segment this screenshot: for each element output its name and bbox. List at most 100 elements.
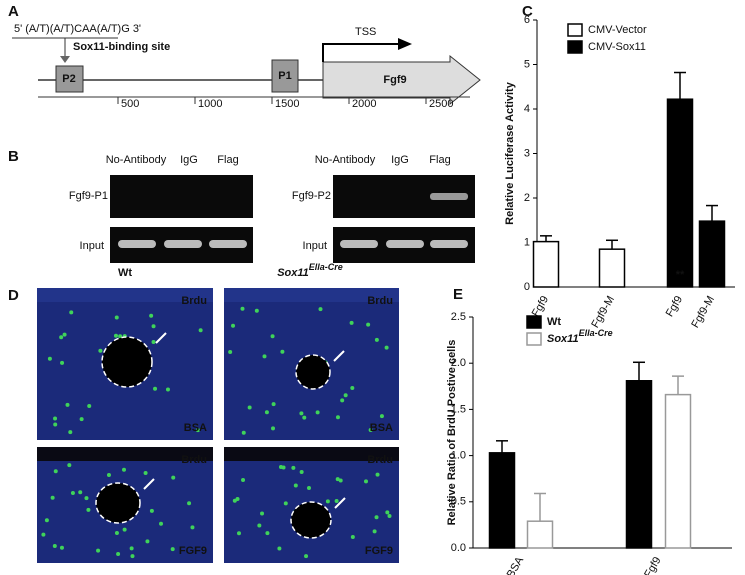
lane-label: Flag [429,154,450,166]
tissue-edge [37,288,213,302]
brdu-cell [363,479,368,484]
row-label: Fgf9-P1 [69,190,108,202]
brdu-cell [299,411,304,416]
brdu-cell [254,308,259,313]
promoter-label: P2 [62,73,75,85]
brdu-cell [187,501,192,506]
brdu-cell [281,465,286,470]
x-tick-label: Fgf9-M [689,294,717,330]
tss-arrow [322,43,400,62]
brdu-cell [375,472,380,477]
brdu-cell [232,498,237,503]
brdu-cell [67,463,72,468]
brdu-cell [338,478,343,483]
tss-label: TSS [355,26,376,38]
brdu-cell [368,427,373,432]
y-tick-label: 0.5 [451,496,466,508]
y-tick-label: 5 [524,58,530,70]
brdu-cell [86,507,91,512]
brdu-cell [379,414,384,419]
brdu-cell [304,554,309,559]
brdu-cell [143,470,148,475]
brdu-cell [59,545,64,550]
y-axis-title: Relative Luciferase Activity [504,81,516,225]
brdu-cell [151,324,156,329]
scale-tick-label: 2000 [352,98,376,110]
treatment-label: FGF9 [179,545,207,557]
arrow [143,478,155,490]
p2-box [55,65,84,93]
lane-label: IgG [391,154,409,166]
site-label: Sox11-binding site [73,41,170,53]
gel [110,175,253,218]
bar [666,98,694,288]
legend-superscript: Ella-Cre [579,328,613,338]
panel-label: D [8,287,19,304]
brdu-cell [228,350,233,355]
band [340,240,378,248]
p1-box [271,59,299,93]
brdu-cell [262,354,267,359]
band [118,240,156,248]
brdu-cell [98,348,103,353]
brdu-cell [53,422,58,427]
lumen [95,482,141,524]
scale-tick-label: 2500 [429,98,453,110]
brdu-cell [53,416,58,421]
brdu-cell [343,393,348,398]
brdu-cell [340,398,345,403]
brdu-cell [306,486,311,491]
treatment-label: BSA [184,422,207,434]
site-marker [60,56,70,63]
brdu-cell [299,469,304,474]
significance: ** [635,0,644,6]
tissue-edge [224,447,399,461]
brdu-cell [387,514,392,519]
brdu-cell [41,532,46,537]
promoter-label: P1 [278,70,291,82]
brdu-cell [79,417,84,422]
lane-label: No-Antibody [315,154,376,166]
legend-text: Wt [547,316,561,328]
y-tick-label: 1 [524,236,530,248]
treatment-label: FGF9 [365,545,393,557]
lumen [290,501,332,539]
brdu-cell [241,478,246,483]
brdu-cell [198,328,203,333]
bar [532,240,560,288]
lane-label: Flag [217,154,238,166]
panel-label: C [522,3,533,20]
brdu-cell [385,510,390,515]
column-label: Sox11Ella-Cre [277,262,343,279]
y-tick-label: 4 [524,103,530,115]
brdu-cell [153,386,158,391]
tissue-edge [37,447,213,461]
bar [625,380,653,549]
brdu-cell [374,337,379,342]
brdu-cell [165,387,170,392]
brdu-cell [106,473,111,478]
legend-text: CMV-Vector [588,24,647,36]
brdu-cell [260,511,265,516]
brdu-cell [114,530,119,535]
stain-label: Brdu [181,454,207,466]
panel-b-gels [110,175,475,263]
lane-label: IgG [180,154,198,166]
bar [698,220,726,288]
brdu-cell [293,483,298,488]
brdu-cell [277,546,282,551]
tissue-edge [224,288,399,302]
brdu-cell [264,410,269,415]
brdu-cell [122,527,127,532]
panel-label: B [8,148,19,165]
panel-label: A [8,3,19,20]
brdu-cell [50,495,55,500]
brdu-cell [59,335,64,340]
brdu-cell [271,426,276,431]
stain-label: Brdu [367,454,393,466]
column-superscript: Ella-Cre [309,262,343,272]
y-tick-label: 0 [524,281,530,293]
brdu-cell [318,307,323,312]
scale-tick-label: 1000 [198,98,222,110]
row-label: Fgf9-P2 [292,190,331,202]
